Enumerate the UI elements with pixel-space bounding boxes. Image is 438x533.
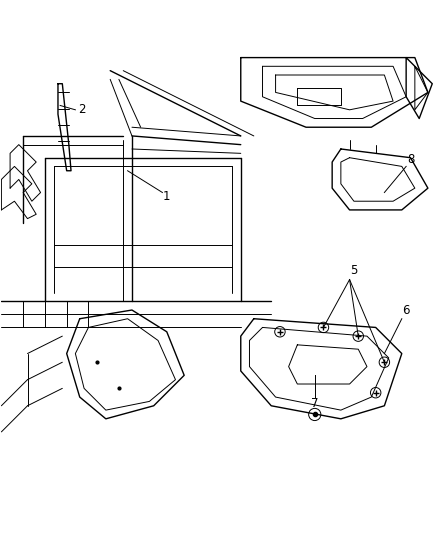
- Text: 8: 8: [407, 154, 414, 166]
- Text: 7: 7: [311, 397, 318, 410]
- Text: 2: 2: [78, 103, 86, 116]
- Text: 1: 1: [163, 190, 170, 204]
- Text: 6: 6: [403, 303, 410, 317]
- Text: 5: 5: [350, 264, 357, 277]
